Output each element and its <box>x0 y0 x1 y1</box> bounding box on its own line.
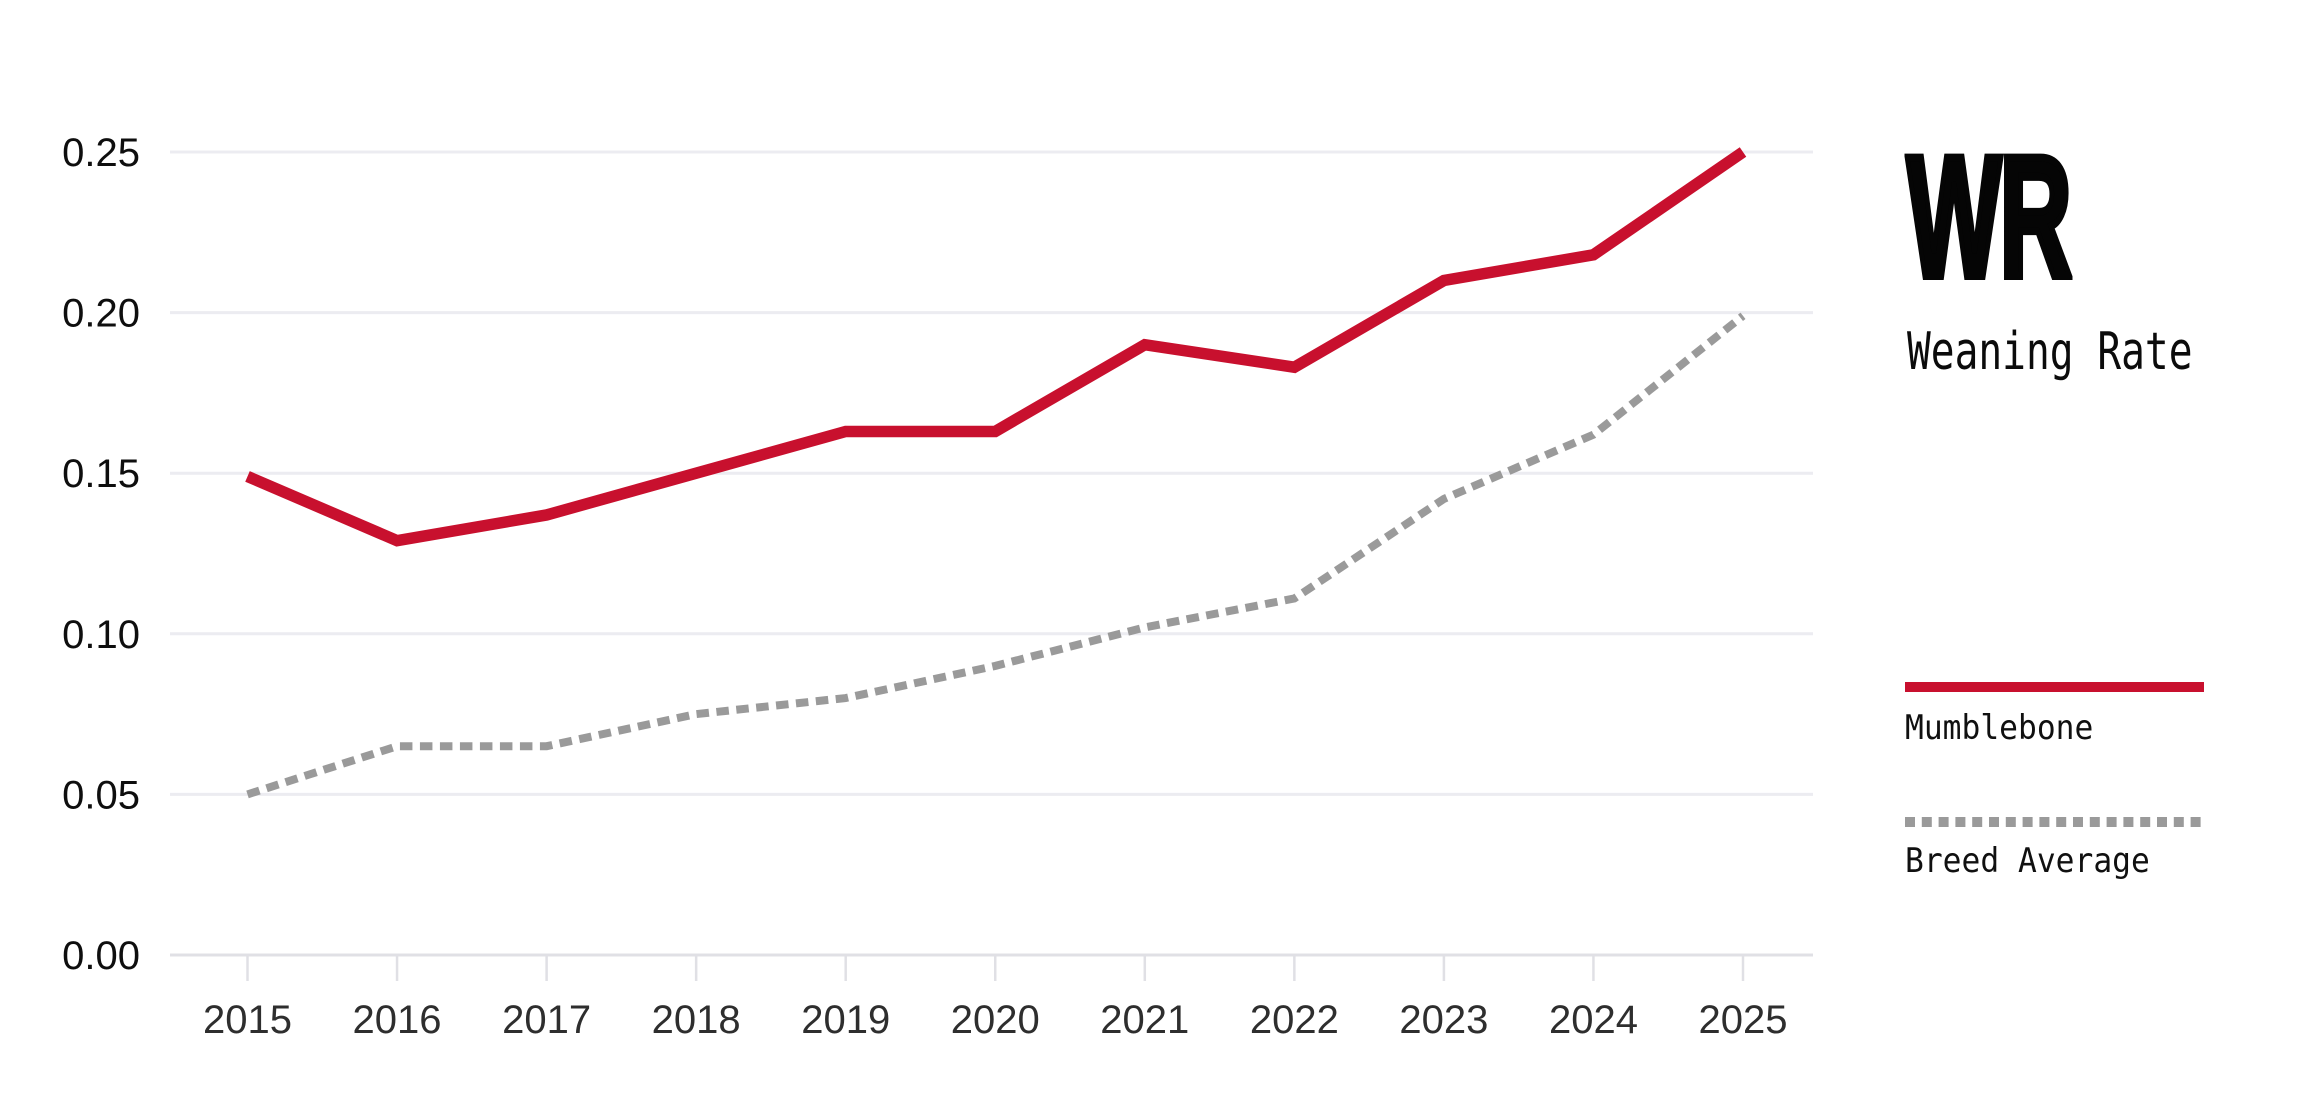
x-axis-tick-label: 2018 <box>652 998 741 1042</box>
x-axis-tick-label: 2017 <box>502 998 591 1042</box>
x-axis-tick-label: 2021 <box>1100 998 1189 1042</box>
x-axis-tick-label: 2024 <box>1549 998 1638 1042</box>
series-line-mumblebone <box>245 147 1747 547</box>
y-axis-tick-label: 0.10 <box>62 613 140 657</box>
y-axis-tick-label: 0.15 <box>62 452 140 496</box>
x-axis-tick-label: 2025 <box>1699 998 1788 1042</box>
x-axis-tick-label: 2022 <box>1250 998 1339 1042</box>
y-axis-tick-label: 0.20 <box>62 292 140 336</box>
x-axis-tick-label: 2016 <box>353 998 442 1042</box>
series-line-breed-average <box>246 312 1746 799</box>
x-axis-tick-label: 2023 <box>1399 998 1488 1042</box>
x-axis-tick-label: 2019 <box>801 998 890 1042</box>
x-axis-tick-label: 2015 <box>203 998 292 1042</box>
y-axis-tick-label: 0.00 <box>62 934 140 978</box>
x-axis-tick-label: 2020 <box>951 998 1040 1042</box>
y-axis-tick-label: 0.05 <box>62 773 140 817</box>
y-axis-tick-label: 0.25 <box>62 131 140 175</box>
